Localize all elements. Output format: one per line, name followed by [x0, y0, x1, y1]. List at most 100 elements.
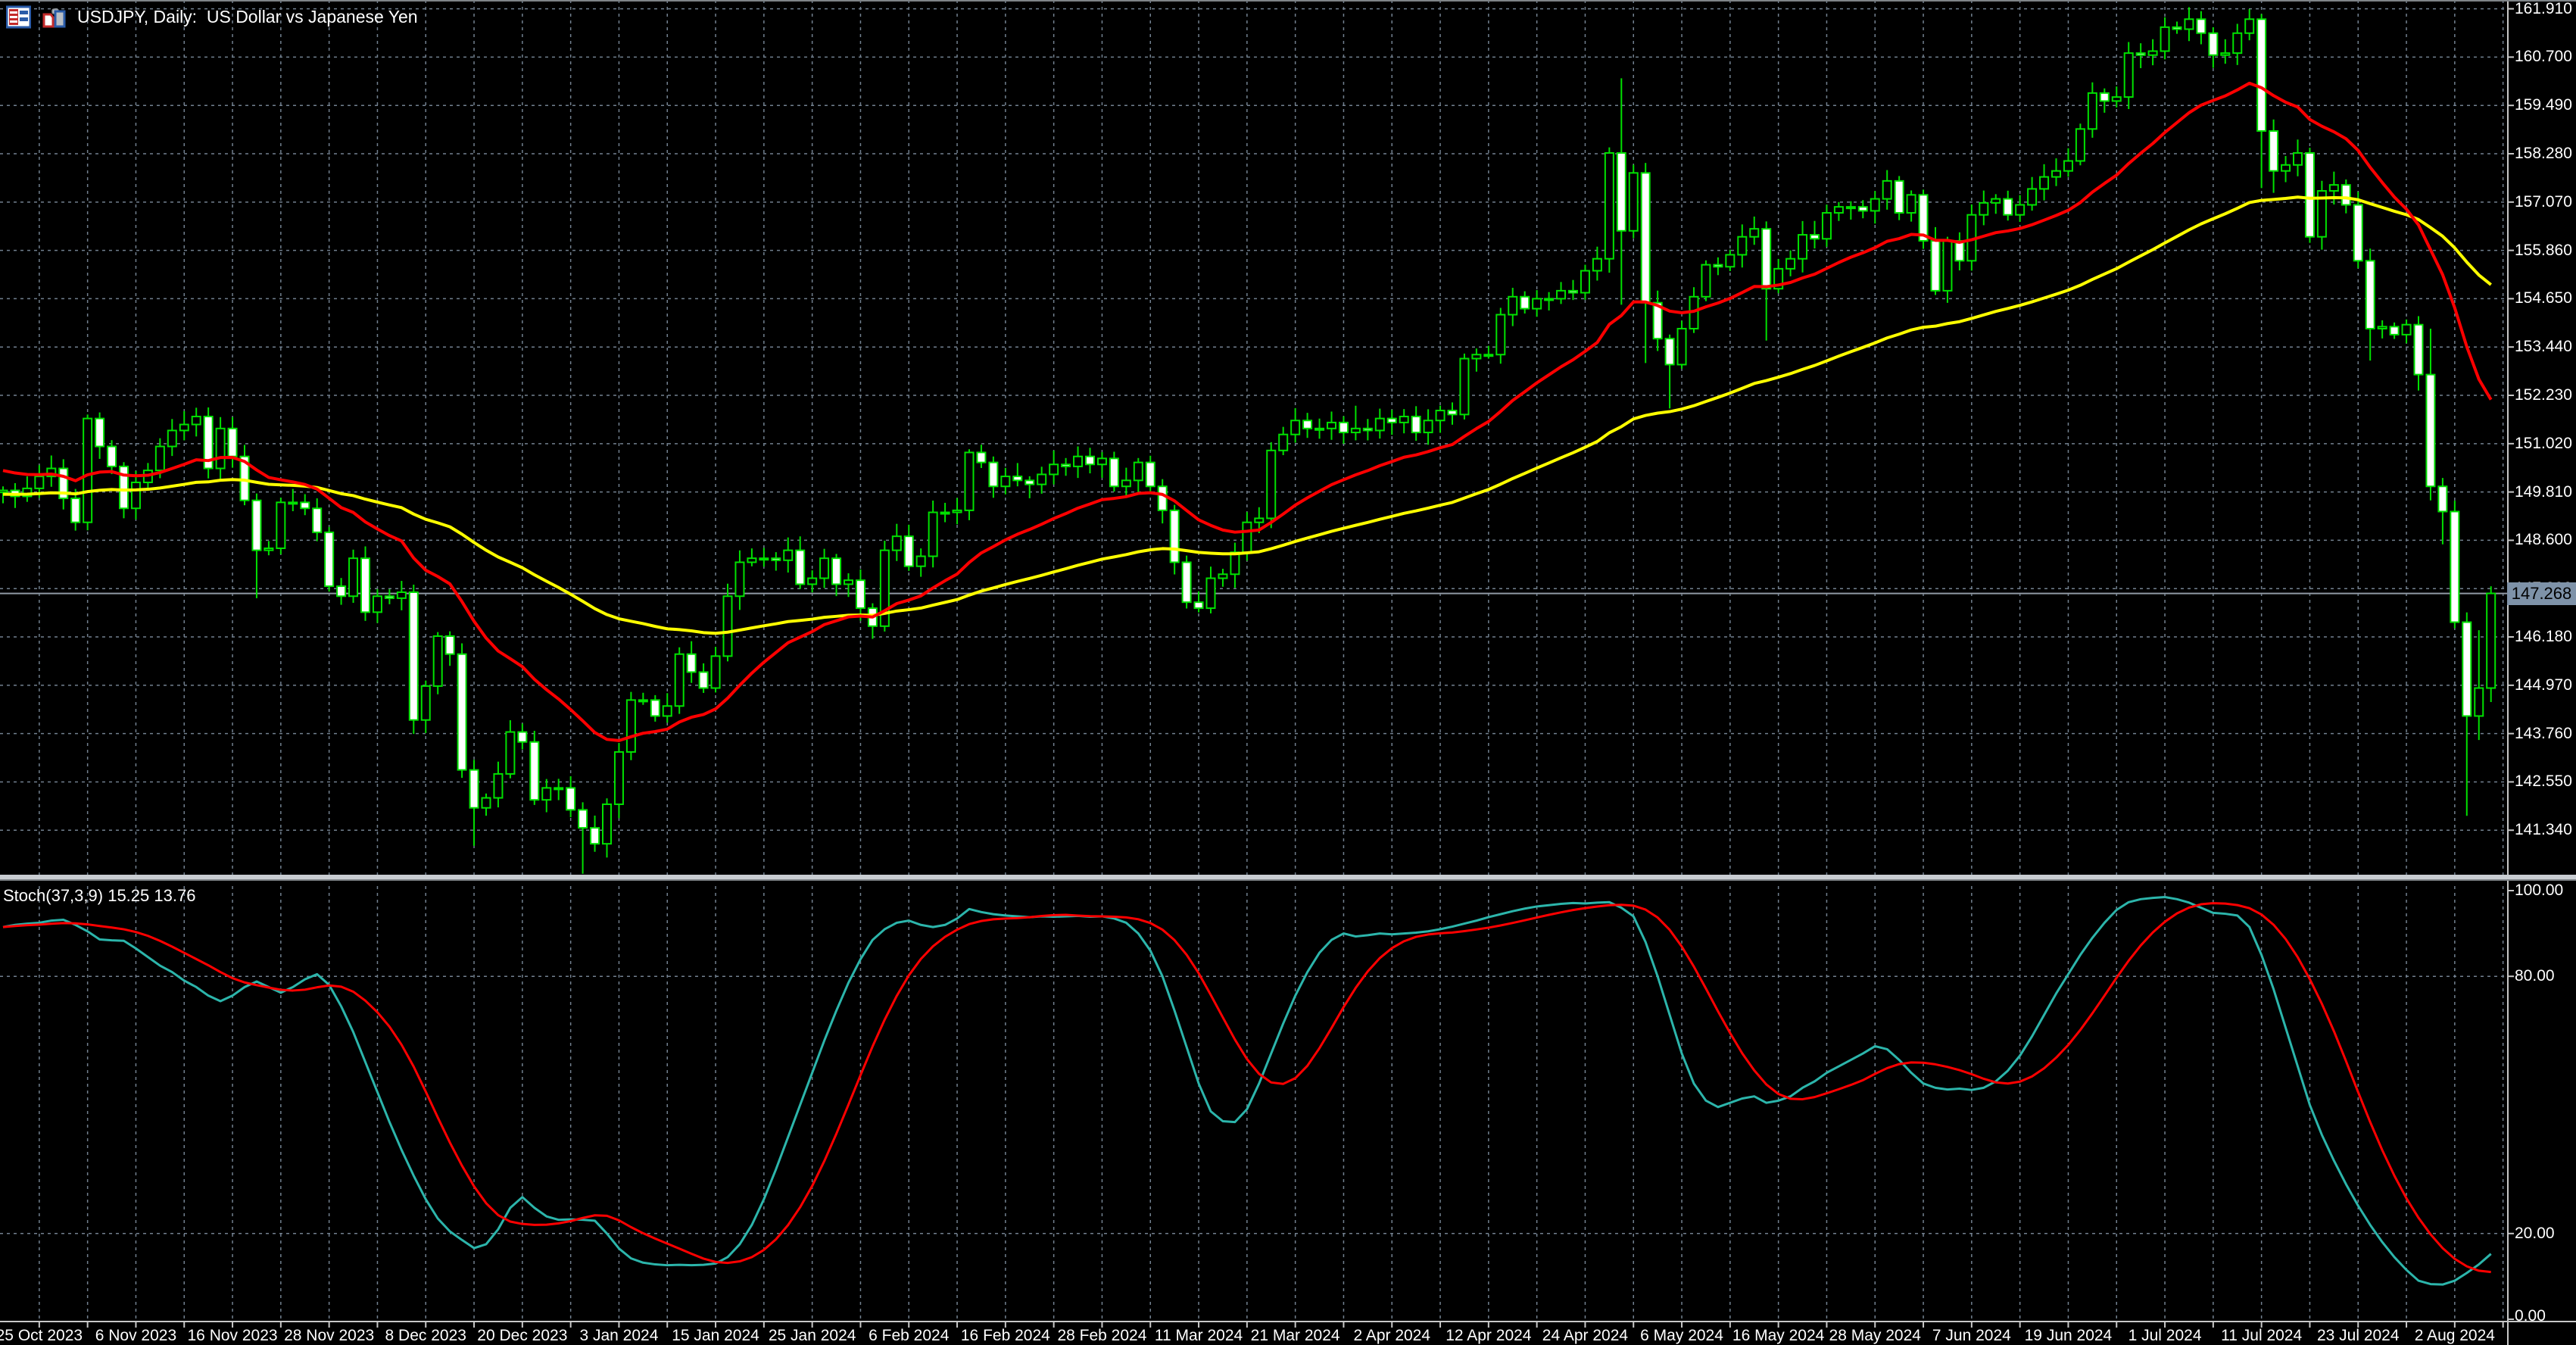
price-axis-label: 161.910 [2515, 0, 2572, 17]
candle-bull [2087, 82, 2097, 138]
candle-bull [1906, 190, 1916, 222]
candle-bull [2281, 155, 2291, 183]
candle-bull [2027, 176, 2038, 211]
candle-bull [602, 798, 612, 858]
pane-splitter[interactable] [0, 875, 2576, 881]
candle-bear [976, 445, 987, 468]
candle-bull [2015, 195, 2026, 222]
candle-bear [2437, 478, 2448, 545]
candle-bear [2269, 119, 2279, 193]
current-price-value: 147.268 [2511, 583, 2572, 603]
candle-bear [867, 603, 878, 639]
candle-bull [372, 588, 382, 623]
candle-bull [1000, 467, 1011, 495]
candle-bull [420, 680, 431, 734]
candle-bull [1133, 457, 1143, 494]
candle-bull [288, 488, 298, 511]
date-axis-label: 24 Apr 2024 [1542, 1327, 1629, 1344]
candle-bull [2316, 180, 2327, 250]
candle-bull [783, 537, 794, 573]
quotes-window-icon [5, 5, 32, 30]
candle-bear [1145, 455, 1155, 492]
candle-bear [58, 459, 69, 510]
date-axis-label: 12 Apr 2024 [1445, 1327, 1532, 1344]
candle-bull [1628, 164, 1639, 239]
price-axis-label: 153.440 [2515, 338, 2572, 356]
candle-bull [2160, 17, 2170, 60]
candle-bear [1302, 413, 1313, 438]
candle-bull [276, 498, 286, 555]
candle-bull [2474, 630, 2484, 741]
candle-bear [1652, 290, 1663, 351]
candle-bull [1737, 224, 1748, 268]
candle-bear [650, 694, 660, 722]
candle-bear [903, 524, 914, 571]
date-axis-label: 6 May 2024 [1640, 1327, 1723, 1344]
candle-bull [1230, 542, 1240, 588]
price-axis-label: 141.340 [2515, 821, 2572, 839]
candle-bear [300, 494, 310, 516]
candle-bear [1061, 457, 1071, 476]
price-axis[interactable]: 161.910 160.700 159.490 158.280 157.070 155.8… [2509, 0, 2576, 1345]
candle-bull [1266, 442, 1277, 529]
candle-bull [264, 541, 274, 556]
candle-bear [698, 663, 709, 693]
candle-bear [529, 731, 540, 805]
candle-bull [396, 581, 407, 610]
candle-bear [855, 569, 865, 621]
candle-bear [2135, 43, 2146, 69]
date-axis-label: 11 Jul 2024 [2221, 1327, 2303, 1344]
candle-bull [1471, 348, 1482, 372]
candle-bull [879, 541, 890, 632]
candle-bear [1181, 555, 1192, 609]
candle-bear [1894, 176, 1904, 220]
stoch-axis-label: 80.00 [2515, 967, 2555, 985]
candle-bull [167, 419, 177, 457]
candle-bull [1773, 258, 1784, 294]
price-axis-label: 148.600 [2515, 531, 2572, 549]
candle-bear [1193, 591, 1204, 613]
candle-bull [1798, 220, 1808, 273]
candle-bear [795, 536, 806, 589]
date-axis-label: 20 Dec 2023 [477, 1327, 568, 1344]
candle-bear [1085, 448, 1095, 474]
candle-bear [324, 526, 335, 592]
candle-bull [2401, 319, 2412, 344]
candle-bull [1833, 201, 1844, 221]
candle-bear [1411, 406, 1421, 442]
candle-bear [578, 802, 588, 874]
candle-bull [2328, 171, 2339, 204]
candle-bull [432, 632, 443, 694]
candle-bull [1701, 260, 1711, 301]
price-axis-label: 155.860 [2515, 241, 2572, 259]
chart-window-icon [42, 5, 67, 30]
candle-bull [83, 414, 93, 531]
candle-bear [95, 412, 105, 459]
date-axis-label: 3 Jan 2024 [579, 1327, 659, 1344]
candle-bull [2039, 164, 2050, 201]
candle-bull [1725, 249, 1736, 272]
candle-bear [1447, 402, 1458, 425]
date-axis-label: 1 Jul 2024 [2128, 1327, 2202, 1344]
date-axis-label: 25 Oct 2023 [0, 1327, 83, 1344]
candles-layer [0, 7, 2496, 874]
stoch-axis-label: 100.00 [2515, 882, 2564, 899]
candle-bear [686, 641, 697, 683]
candle-bull [1821, 204, 1832, 247]
date-axis-label: 28 Feb 2024 [1057, 1327, 1147, 1344]
candle-bear [408, 585, 419, 735]
candle-bear [360, 546, 370, 621]
candle-bull [2147, 39, 2158, 66]
ma-slow-line [2, 195, 2492, 635]
date-axis-label: 15 Jan 2024 [672, 1327, 759, 1344]
price-axis-label: 144.970 [2515, 676, 2572, 694]
candle-bear [107, 440, 117, 474]
date-axis-label: 7 Jun 2024 [1932, 1327, 2011, 1344]
candle-bear [2208, 27, 2219, 68]
candle-bull [1290, 407, 1301, 443]
candle-bear [227, 417, 238, 468]
candle-bull [2111, 86, 2122, 108]
candle-bear [2462, 612, 2472, 816]
